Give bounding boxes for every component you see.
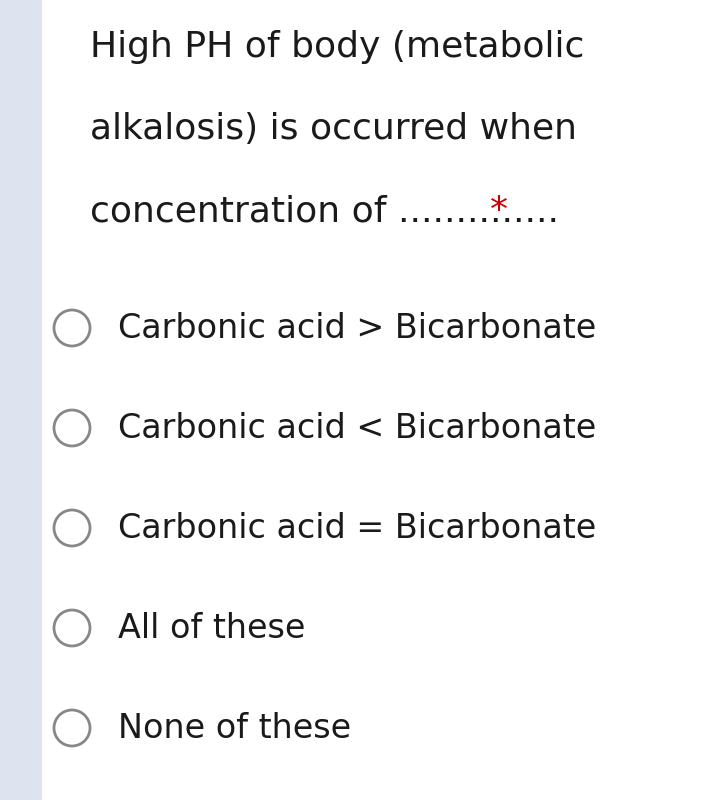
Text: Carbonic acid > Bicarbonate: Carbonic acid > Bicarbonate (118, 311, 596, 345)
Text: *: * (490, 194, 508, 228)
Text: High PH of body (metabolic: High PH of body (metabolic (90, 30, 584, 64)
Text: Carbonic acid = Bicarbonate: Carbonic acid = Bicarbonate (118, 511, 596, 545)
Text: alkalosis) is occurred when: alkalosis) is occurred when (90, 112, 577, 146)
Text: concentration of ..............: concentration of .............. (90, 194, 571, 228)
Text: All of these: All of these (118, 611, 306, 645)
Text: Carbonic acid < Bicarbonate: Carbonic acid < Bicarbonate (118, 411, 596, 445)
Bar (0, 0, 42, 800)
Text: None of these: None of these (118, 711, 351, 745)
